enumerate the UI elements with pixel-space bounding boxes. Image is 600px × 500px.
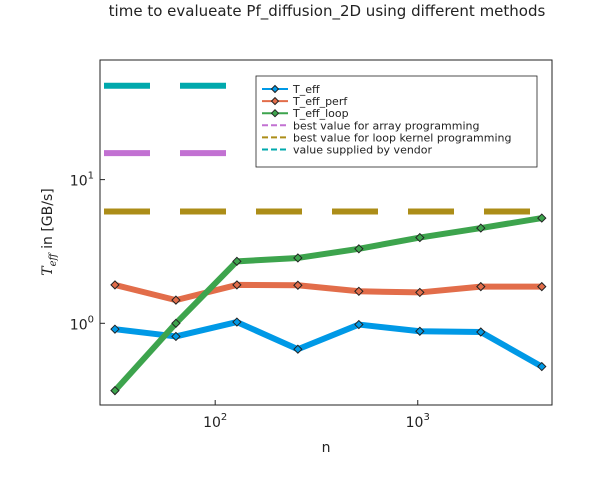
x-tick-label-2: 103: [406, 412, 430, 431]
data-point-s3-1: [110, 385, 120, 396]
data-point-s2-8: [537, 281, 547, 292]
data-point-s3-3: [232, 256, 242, 267]
data-point-s1-2: [171, 331, 181, 342]
x-tick-base: 10: [203, 415, 221, 431]
data-point-s2-5: [354, 286, 364, 297]
x-axis-ticks: 102 103: [203, 400, 430, 431]
plot-area: [104, 82, 548, 394]
y-tick-exponent: 0: [88, 314, 94, 325]
series-line-3: [111, 215, 545, 394]
chart-title: time to evalueate Pf_diffusion_2D using …: [109, 2, 546, 21]
data-point-s2-2: [171, 295, 181, 305]
series-line-1: [111, 319, 545, 370]
x-tick-exponent: 2: [221, 412, 227, 423]
x-axis-label: n: [322, 440, 331, 456]
data-point-s3-2: [171, 318, 181, 329]
plot-frame: [99, 59, 553, 406]
x-tick-base: 10: [406, 415, 424, 431]
series-line-2: [111, 281, 545, 304]
plot-layer: [104, 82, 548, 396]
y-axis-label-suffix: in [GB/s]: [40, 188, 56, 253]
x-tick-label-1: 102: [203, 412, 227, 431]
legend-label-2: T_eff_perf: [292, 95, 348, 108]
data-point-s2-1: [110, 280, 120, 290]
y-tick-label-1: 100: [70, 314, 94, 333]
legend-label-1: T_eff: [292, 83, 320, 96]
legend-label-4: best value for array programming: [293, 119, 479, 132]
legend-box: [255, 75, 538, 168]
y-tick-base: 10: [70, 317, 88, 333]
data-point-s1-5: [354, 319, 364, 330]
y-axis-label-subscript: eff: [48, 251, 59, 266]
data-point-s3-7: [476, 223, 486, 233]
y-tick-label-2: 101: [70, 171, 94, 190]
data-point-s2-4: [293, 280, 303, 290]
data-point-s1-8: [537, 361, 547, 372]
legend-marker-1: [270, 84, 280, 94]
data-point-s2-3: [232, 280, 242, 290]
data-point-s1-4: [293, 344, 303, 354]
data-point-s2-7: [476, 281, 486, 292]
legend-label-6: value supplied by vendor: [293, 144, 433, 157]
legend-label-3: T_eff_loop: [292, 107, 349, 120]
y-tick-base: 10: [70, 174, 88, 190]
data-point-s1-6: [415, 326, 425, 336]
data-point-s3-8: [537, 213, 547, 223]
y-tick-exponent: 1: [88, 171, 94, 182]
y-axis-label-symbol: T: [40, 265, 56, 276]
data-point-s3-4: [293, 253, 303, 263]
data-point-s1-7: [476, 327, 486, 337]
data-point-s1-1: [110, 324, 120, 334]
legend-label-5: best value for loop kernel programming: [293, 131, 512, 144]
y-axis-label: Teff in [GB/s]: [40, 188, 59, 275]
data-point-s3-6: [415, 232, 425, 243]
data-point-s2-6: [415, 287, 425, 298]
legend-marker-2: [270, 96, 280, 106]
data-point-s3-5: [354, 244, 364, 254]
legend-marker-3: [270, 108, 280, 118]
data-point-s1-3: [232, 317, 242, 327]
x-tick-exponent: 3: [423, 412, 429, 423]
